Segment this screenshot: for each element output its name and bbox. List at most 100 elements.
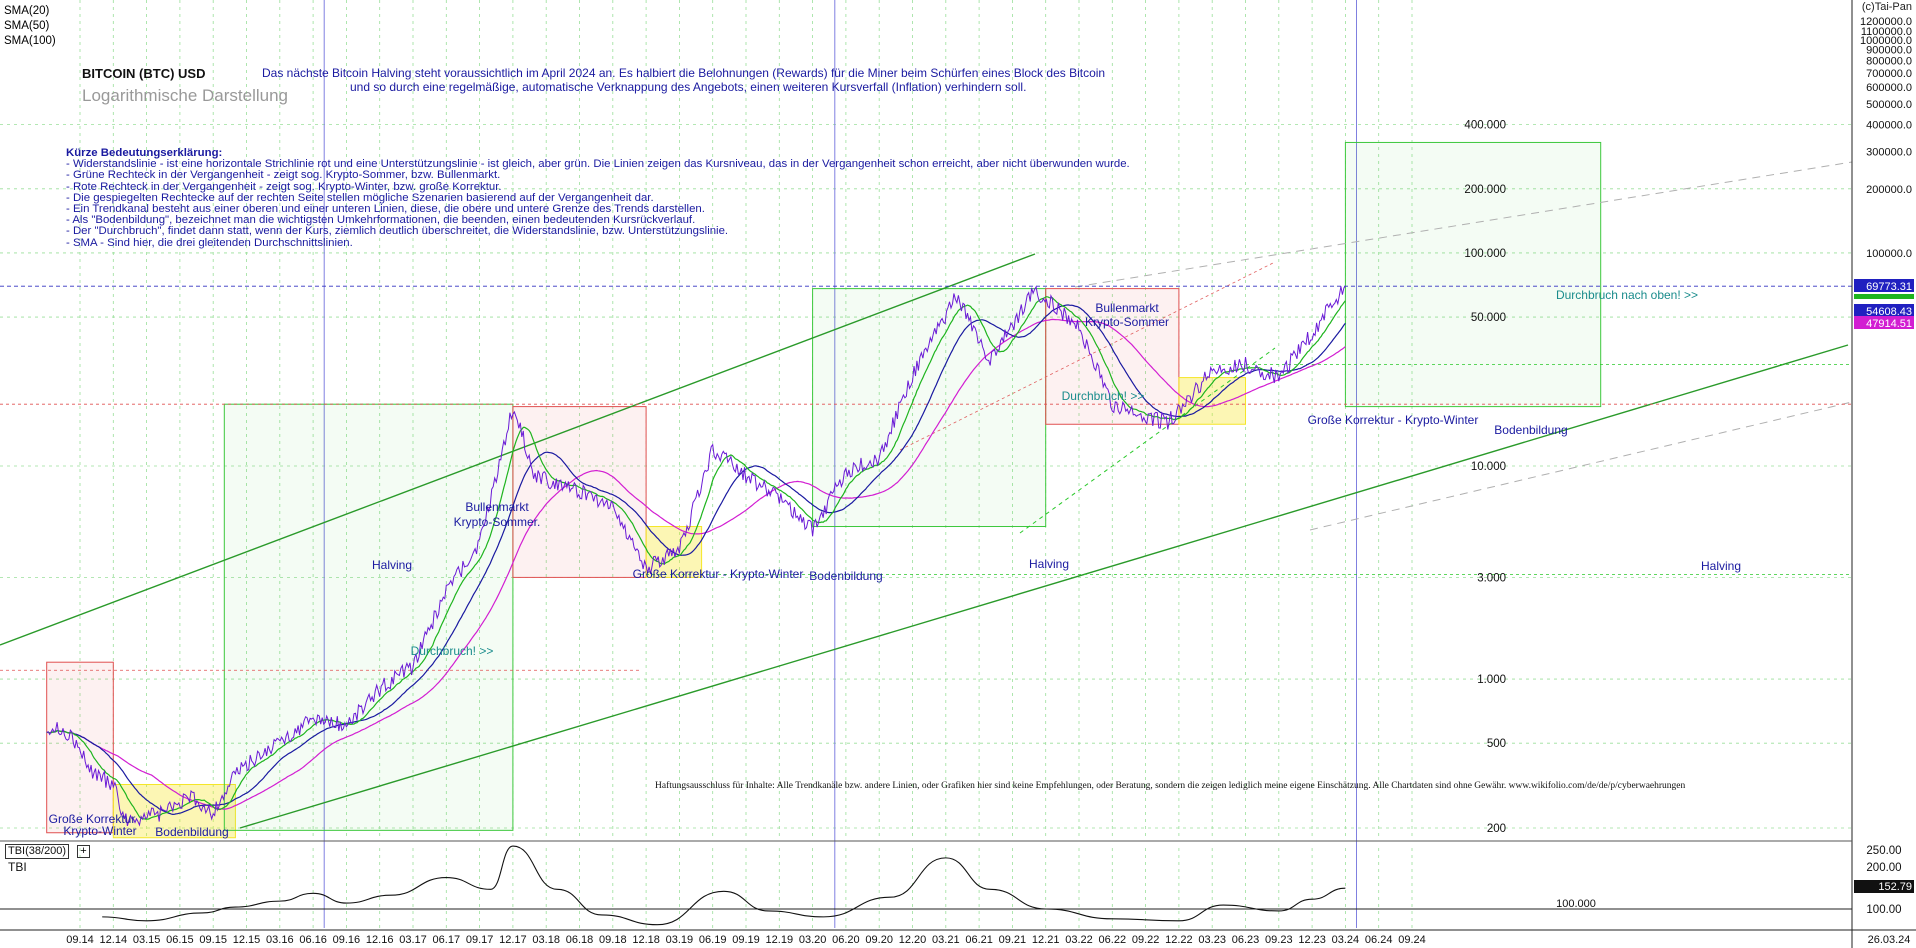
tbi-reference-label: 100.000: [1556, 898, 1596, 910]
sma20-line: [46, 296, 1346, 820]
sma20-legend: SMA(20): [4, 5, 50, 17]
zones: [46, 141, 1602, 839]
grid: [0, 0, 1852, 928]
x-tick-label: 06.18: [566, 934, 594, 946]
chart-annotation: Bodenbildung: [155, 825, 228, 839]
x-tick-label: 06.24: [1365, 934, 1393, 946]
chart-annotation: Bodenbildung: [809, 569, 882, 583]
explanation-line: - Grüne Rechteck in der Vergangenheit - …: [66, 169, 501, 182]
bull-zone: [1344, 141, 1602, 408]
bear-zone: [512, 406, 647, 578]
projection-lower-line: [1309, 401, 1853, 531]
tbi-y-tick: 250.00: [1866, 845, 1901, 857]
y-inside-label: 10.000: [1471, 461, 1506, 473]
x-tick-label: 03.23: [1198, 934, 1226, 946]
x-tick-label: 09.22: [1132, 934, 1160, 946]
x-tick-label: 06.17: [433, 934, 461, 946]
x-tick-label: 09.20: [865, 934, 893, 946]
y-inside-label: 3.000: [1477, 572, 1506, 584]
halving-note-line1: Das nächste Bitcoin Halving steht voraus…: [262, 66, 1106, 80]
bull-zone: [812, 288, 1047, 528]
y-tick-label: 900000.0: [1866, 45, 1912, 57]
tbi-last-value: 152.79: [1878, 881, 1912, 893]
price-label-bg: [1854, 316, 1914, 329]
explanation-line: - Als "Bodenbildung", bezeichnet man die…: [66, 214, 696, 227]
tbi-panel: 100.000 250.00 200.00 100.00 152.79: [0, 845, 1914, 926]
x-tick-label: 12.22: [1165, 934, 1193, 946]
bear-zone: [46, 661, 114, 834]
explanation-heading: Kürze Bedeutungserklärung:: [66, 147, 223, 159]
x-tick-label: 09.21: [999, 934, 1027, 946]
price-label-bg: [1854, 304, 1914, 317]
x-tick-label: 09.17: [466, 934, 494, 946]
price-label-bg: [1854, 279, 1914, 292]
y-tick-label: 1000000.0: [1860, 35, 1912, 47]
trendlines: [0, 161, 1853, 829]
y-inside-label: 500: [1487, 738, 1506, 750]
x-tick-label: 06.16: [299, 934, 327, 946]
y-tick-label: 700000.0: [1866, 68, 1912, 80]
tbi-line: [102, 845, 1346, 926]
chart-annotation: Bullenmarkt: [465, 500, 529, 514]
projection-upper-line: [1074, 161, 1853, 288]
x-tick-label: 12.14: [100, 934, 128, 946]
x-tick-label: 03.19: [666, 934, 694, 946]
resistance-dashed-line: [899, 261, 1276, 451]
tbi-last-bg: [1854, 880, 1914, 893]
explanation-line: - Rote Rechteck in der Vergangenheit - z…: [66, 180, 502, 193]
x-tick-label: 09.16: [333, 934, 361, 946]
x-tick-label: 09.15: [199, 934, 227, 946]
x-tick-label: 12.21: [1032, 934, 1060, 946]
chart-annotation: Krypto-Sommer: [1085, 315, 1169, 329]
y-tick-label: 1200000.0: [1860, 16, 1912, 28]
price-line: [46, 285, 1346, 827]
y-inside-label: 100.000: [1464, 248, 1506, 260]
tbi-expand-icon[interactable]: +: [77, 845, 90, 858]
y-tick-label: 1100000.0: [1861, 26, 1912, 38]
y-tick-label: 800000.0: [1866, 56, 1912, 68]
tbi-title: TBI(38/200): [5, 844, 70, 859]
halving-note-line2: und so durch eine regelmäßige, automatis…: [350, 80, 1027, 94]
price-label: 47914.51: [1866, 318, 1912, 330]
explanation-line: - Ein Trendkanal besteht aus einer obere…: [66, 203, 705, 216]
x-tick-label: 12.16: [366, 934, 394, 946]
x-tick-label: 09.24: [1398, 934, 1426, 946]
x-tick-label: 12.20: [899, 934, 927, 946]
x-tick-label: 03.18: [532, 934, 560, 946]
lower-channel-line: [239, 344, 1849, 829]
chart-annotation: Durchbruch! >>: [1062, 389, 1145, 403]
price-label: 69773.31: [1866, 281, 1912, 293]
x-tick-label: 09.14: [66, 934, 94, 946]
x-tick-label: 09.23: [1265, 934, 1293, 946]
x-tick-label: 03.20: [799, 934, 827, 946]
sma100-line: [46, 318, 1346, 810]
bear-zone: [1045, 288, 1180, 425]
y-tick-label: 500000.0: [1866, 99, 1912, 111]
sma20-marker: [1854, 294, 1914, 299]
x-tick-label: 06.22: [1099, 934, 1127, 946]
chart-annotation: Krypto-Winter: [63, 824, 136, 838]
x-tick-label: 03.24: [1332, 934, 1360, 946]
y-inside-label: 400.000: [1464, 120, 1506, 132]
x-tick-label: 06.21: [965, 934, 993, 946]
x-tick-label: 12.17: [499, 934, 527, 946]
y-tick-label: 200000.0: [1866, 184, 1912, 196]
x-tick-label: 06.20: [832, 934, 860, 946]
disclaimer: Haftungsausschluss für Inhalte: Alle Tre…: [655, 781, 1686, 791]
tbi-y-tick: 100.00: [1866, 904, 1901, 916]
x-tick-label: 03.21: [932, 934, 960, 946]
tbi-label: TBI: [8, 860, 27, 874]
y-inside-label: 200.000: [1464, 184, 1506, 196]
x-tick-label: 03.16: [266, 934, 294, 946]
chart-annotation: Halving: [372, 558, 412, 572]
chart-annotation: Durchbruch nach oben! >>: [1556, 288, 1698, 302]
chart-annotation: Große Korrektur - Krypto-Winter: [1308, 413, 1479, 427]
x-tick-label: 12.19: [766, 934, 794, 946]
explanation-line: - Der "Durchbruch", findet dann statt, w…: [66, 225, 729, 238]
y-tick-label: 300000.0: [1866, 146, 1912, 158]
series: [46, 285, 1346, 827]
chart-annotation: Bullenmarkt: [1095, 301, 1159, 315]
x-tick-label: 03.17: [399, 934, 427, 946]
sma100-legend: SMA(100): [4, 35, 56, 47]
